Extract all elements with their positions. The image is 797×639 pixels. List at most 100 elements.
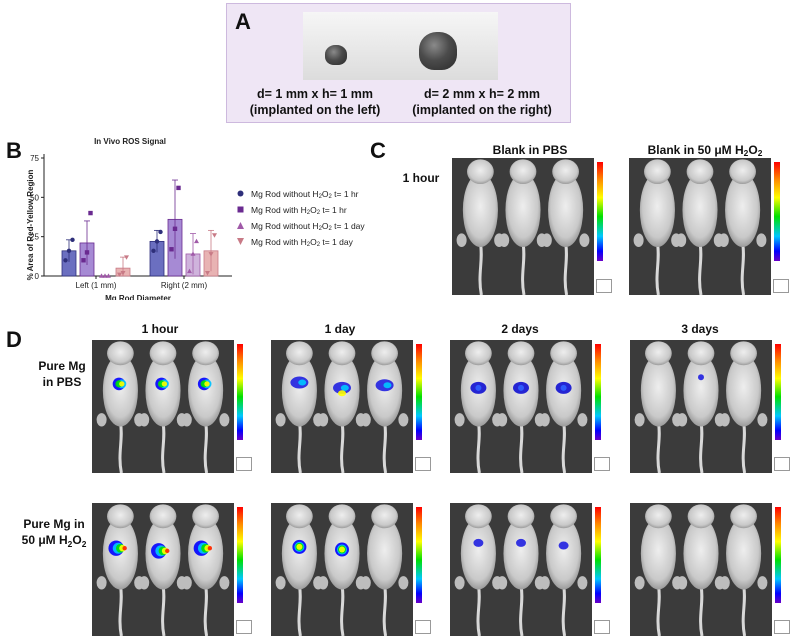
y-axis-label: % Area of Red-Yellow Region [26, 169, 35, 280]
y-tick-label: 0 [35, 272, 40, 281]
panel-d-pbs-1-hour [92, 340, 234, 473]
data-point [81, 258, 86, 263]
ros-signal-spot [298, 379, 307, 386]
ros-signal-spot [204, 381, 210, 387]
color-scale-bar [237, 344, 243, 440]
mouse [499, 159, 547, 295]
mice-image [634, 504, 768, 636]
row2-sub: 2 [67, 539, 73, 550]
panel-d-h2o2-1-hour [92, 503, 234, 636]
square-marker-icon [236, 205, 245, 216]
panel-d-pbs-3-days [630, 340, 772, 473]
panel-c-row-1-hour: 1 hour [402, 171, 440, 185]
circle-marker-icon [236, 189, 245, 200]
data-point [169, 247, 174, 252]
panel-c-col-blank-h2o2: Blank in 50 μM H2O2 [620, 143, 790, 158]
panel-c-col-blank-pbs: Blank in PBS [492, 143, 568, 157]
data-point [84, 250, 90, 255]
ros-signal-spot [338, 390, 346, 397]
mice-image [454, 341, 588, 473]
col2-sub: 2 [743, 148, 749, 158]
ros-signal-spot [383, 382, 392, 389]
image-info-box [415, 620, 431, 634]
color-scale-bar [775, 507, 781, 603]
row1-line2: in PBS [42, 375, 82, 389]
col2-text: Blank in 50 μM H [647, 143, 744, 157]
mouse [539, 504, 588, 636]
mice-image [275, 341, 409, 473]
mice-image [96, 504, 230, 636]
ros-signal-spot [475, 384, 482, 391]
row2-line1: Pure Mg in [23, 517, 85, 531]
row2-mid: O [72, 533, 82, 547]
mouse [454, 341, 503, 473]
data-point [102, 273, 108, 278]
right-caption-line1: d= 2 mm x h= 2 mm [423, 87, 541, 101]
panel-a: d= 1 mm x h= 1 mm (implanted on the left… [226, 3, 571, 123]
ros-signal-spot [518, 384, 524, 391]
mice-image [454, 504, 588, 636]
row2-line2-text: 50 μM H [21, 533, 68, 547]
data-point [176, 185, 181, 191]
ros-signal-spot [698, 374, 704, 381]
triangle-down-marker-icon [236, 237, 245, 248]
ros-signal-spot [122, 546, 127, 551]
ros-signal-spot [558, 541, 569, 550]
image-info-box [236, 457, 252, 471]
panel-d-col-2-days: 2 days [501, 322, 539, 336]
legend-label: Mg Rod without H2O2 t= 1 day [251, 221, 365, 233]
panel-d-h2o2-1-day [271, 503, 413, 636]
color-scale-bar [237, 507, 243, 603]
panel-d-row-h2o2: Pure Mg in 50 μM H2O2 [4, 516, 104, 552]
image-info-box [236, 620, 252, 634]
color-scale-bar [775, 344, 781, 440]
legend-label: Mg Rod with H2O2 t= 1 hr [251, 205, 347, 217]
left-caption-line1: d= 1 mm x h= 1 mm [256, 87, 374, 101]
row2-line2: 50 μM H2O2 [4, 532, 104, 552]
panel-d-pbs-1-day [271, 340, 413, 473]
mouse [634, 504, 683, 636]
legend-item: Mg Rod without H2O2 t= 1 day [236, 221, 365, 232]
legend-label: Mg Rod without H2O2 t= 1 hr [251, 189, 359, 201]
mouse [275, 341, 324, 473]
legend-item: Mg Rod with H2O2 t= 1 hr [236, 205, 347, 216]
panel-c-blank-pbs [452, 158, 594, 295]
col2-sub2: 2 [757, 148, 763, 158]
data-point [190, 251, 196, 256]
panel-d-col-3-days: 3 days [681, 322, 719, 336]
ros-bar-chart: In Vivo ROS Signal 0 25 50 75 % Area of Red-Y… [26, 137, 232, 300]
x-axis-label: Mg Rod Diameter [105, 294, 171, 300]
color-scale-bar [416, 507, 422, 603]
mouse [719, 341, 768, 473]
image-info-box [774, 457, 790, 471]
color-scale-bar [774, 162, 780, 261]
color-scale-bar [595, 344, 601, 440]
data-point [187, 268, 192, 274]
mouse [181, 341, 230, 473]
mouse [181, 504, 230, 636]
panel-d-pbs-2-days [450, 340, 592, 473]
ros-signal-spot [161, 381, 168, 387]
data-point [158, 229, 163, 235]
data-point [70, 237, 75, 243]
panel-d-row-pbs: Pure Mg in PBS [22, 358, 102, 390]
chart-legend: Mg Rod without H2O2 t= 1 hr Mg Rod with H… [236, 189, 386, 253]
image-info-box [594, 457, 610, 471]
legend-item: Mg Rod without H2O2 t= 1 hr [236, 189, 359, 200]
panel-d-col-1-hour: 1 hour [141, 322, 179, 336]
row1-line1: Pure Mg [38, 359, 86, 373]
panel-label-a: A [235, 9, 251, 34]
y-tick-label: 25 [30, 233, 39, 242]
data-point [99, 273, 104, 278]
mouse [360, 341, 409, 473]
mouse [718, 159, 767, 295]
image-info-box [415, 457, 431, 471]
data-point [117, 272, 122, 278]
ros-signal-spot [296, 543, 303, 550]
ros-signal-spot [119, 381, 125, 387]
mouse [275, 504, 324, 636]
mouse [456, 159, 505, 295]
data-point [194, 238, 199, 244]
ros-signal-spot [473, 538, 484, 547]
ros-signal-spot [516, 538, 526, 547]
